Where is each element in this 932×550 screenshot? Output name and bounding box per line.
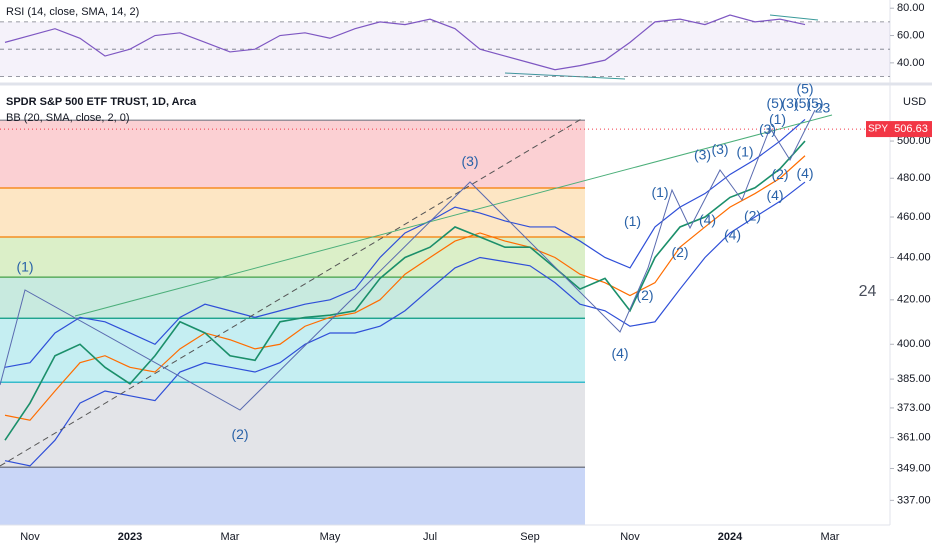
fib-zone [0,187,585,238]
symbol-label: SPY [868,124,888,135]
trend-line [0,117,584,467]
wave-label: 23 [815,100,831,116]
wave-label: (3) [781,95,798,111]
fib-zone [0,237,585,278]
currency-label: USD [903,96,926,108]
wave-label: (1) [651,184,668,200]
wave-label: (3) [759,121,776,137]
series-line [4,181,806,467]
wave-label: (2) [231,426,248,442]
wave-label: (5) [796,80,813,96]
x-tick-label: May [320,531,341,543]
fib-zone [0,318,585,383]
symbol-tag [866,121,890,138]
y-tick-label: 349.00 [897,462,931,474]
series-line [4,119,806,368]
wave-label: (4) [611,345,628,361]
y-tick-label: 500.00 [897,135,931,147]
series-line [4,14,806,71]
x-tick-label: Sep [520,531,540,543]
chart-subtitle: BB (20, SMA, close, 2, 0) [6,112,130,124]
wave-label: (1) [736,144,753,160]
y-tick-label: 420.00 [897,294,931,306]
x-tick-label: Mar [221,531,240,543]
wave-label: (1) [769,111,786,127]
fib-zone [0,467,585,525]
wave-label: (2) [671,244,688,260]
price-label: 506.63 [894,123,928,135]
wave-label: (2) [636,287,653,303]
price-tag [890,121,932,138]
wave-label: (2) [771,166,788,182]
wave-label: (2) [744,208,761,224]
series-line [4,155,806,421]
wave-label: (3) [711,141,728,157]
x-tick-label: Jul [423,531,437,543]
rsi-title: RSI (14, close, SMA, 14, 2) [6,6,139,18]
wave-label: (5) [794,95,811,111]
wave-label: (1) [16,259,33,275]
y-tick-label: 80.00 [897,2,925,14]
wave-label: (5) [806,95,823,111]
trend-line [74,114,833,317]
y-tick-label: 40.00 [897,57,925,69]
y-tick-label: 460.00 [897,211,931,223]
x-tick-label: Nov [620,531,640,543]
x-tick-label: Mar [821,531,840,543]
fib-zone [0,382,585,468]
wave-label: (1) [624,213,641,229]
wave-label: (4) [699,212,716,228]
wave-label: (4) [766,187,783,203]
y-tick-label: 385.00 [897,373,931,385]
wave-line [0,109,816,411]
y-tick-label: 480.00 [897,172,931,184]
series-line [4,140,806,441]
wave-label: (4) [724,227,741,243]
x-tick-label: 2023 [118,531,142,543]
fib-zones [0,119,585,525]
x-tick-label: 2024 [718,531,743,543]
plot [4,119,806,467]
rsi-band [0,21,890,77]
y-tick-label: 373.00 [897,402,931,414]
divergence-line [504,72,626,80]
fib-zone [0,277,585,319]
wave-label: (3) [694,146,711,162]
divergence-line [769,14,819,21]
wave-label: (5) [766,95,783,111]
wave-label: 24 [859,283,877,300]
fib-zone [0,120,585,188]
y-tick-label: 60.00 [897,29,925,41]
y-tick-label: 400.00 [897,338,931,350]
x-tick-label: Nov [20,531,40,543]
y-tick-label: 337.00 [897,494,931,506]
chart-title: SPDR S&P 500 ETF TRUST, 1D, Arca [6,96,197,108]
wave-label: (4) [796,165,813,181]
y-tick-label: 361.00 [897,432,931,444]
y-tick-label: 440.00 [897,251,931,263]
wave-label: (3) [461,153,478,169]
